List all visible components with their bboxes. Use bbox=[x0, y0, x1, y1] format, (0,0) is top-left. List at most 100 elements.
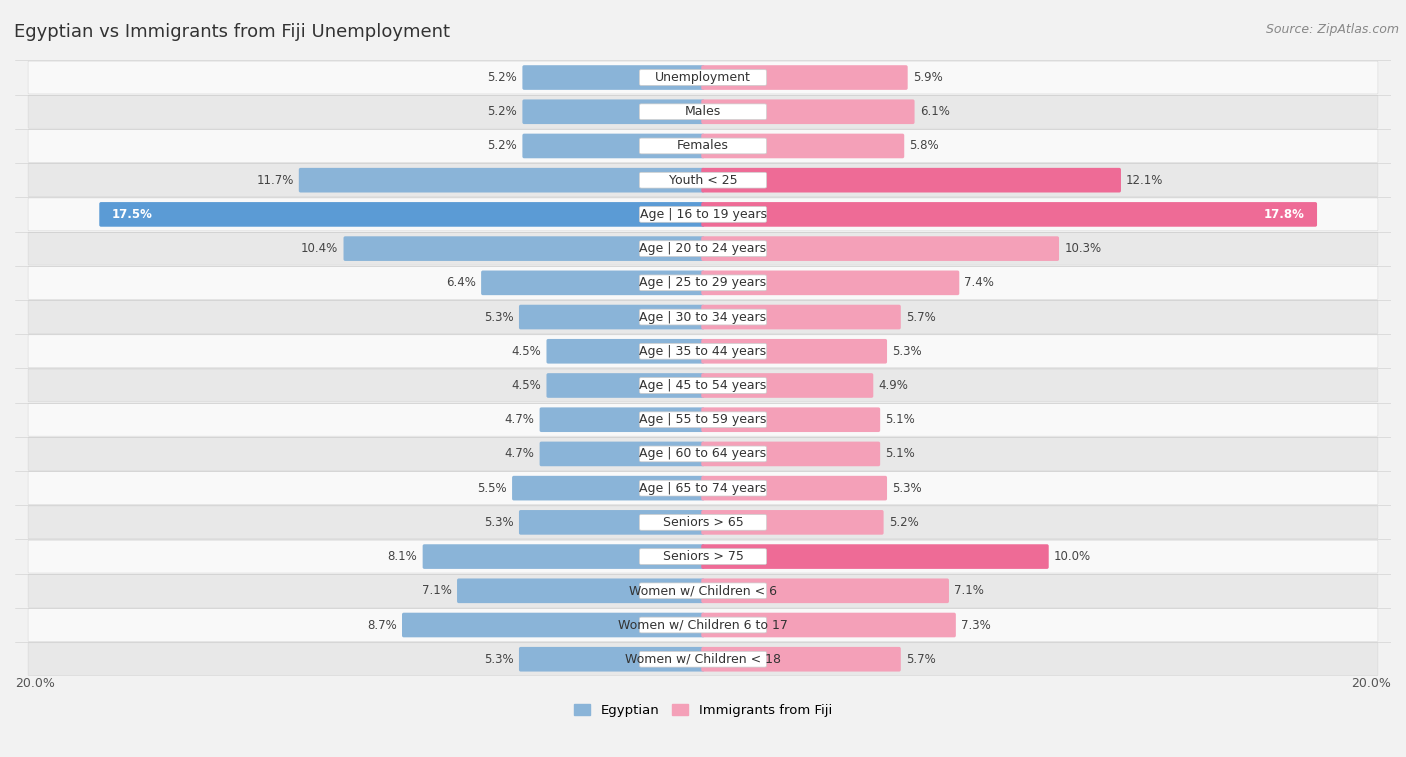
Text: Egyptian vs Immigrants from Fiji Unemployment: Egyptian vs Immigrants from Fiji Unemplo… bbox=[14, 23, 450, 41]
Text: Source: ZipAtlas.com: Source: ZipAtlas.com bbox=[1265, 23, 1399, 36]
FancyBboxPatch shape bbox=[640, 378, 766, 394]
FancyBboxPatch shape bbox=[343, 236, 704, 261]
FancyBboxPatch shape bbox=[702, 578, 949, 603]
FancyBboxPatch shape bbox=[28, 301, 1378, 334]
Text: Age | 25 to 29 years: Age | 25 to 29 years bbox=[640, 276, 766, 289]
FancyBboxPatch shape bbox=[702, 99, 914, 124]
Text: 5.2%: 5.2% bbox=[889, 516, 918, 529]
Text: 20.0%: 20.0% bbox=[15, 677, 55, 690]
Text: Males: Males bbox=[685, 105, 721, 118]
FancyBboxPatch shape bbox=[512, 476, 704, 500]
Text: Women w/ Children < 6: Women w/ Children < 6 bbox=[628, 584, 778, 597]
FancyBboxPatch shape bbox=[702, 168, 1121, 192]
FancyBboxPatch shape bbox=[28, 335, 1378, 368]
FancyBboxPatch shape bbox=[702, 544, 1049, 569]
FancyBboxPatch shape bbox=[28, 198, 1378, 231]
FancyBboxPatch shape bbox=[702, 373, 873, 398]
Text: 7.1%: 7.1% bbox=[422, 584, 451, 597]
FancyBboxPatch shape bbox=[519, 510, 704, 534]
FancyBboxPatch shape bbox=[28, 575, 1378, 607]
Text: 5.3%: 5.3% bbox=[893, 344, 922, 358]
Text: 17.8%: 17.8% bbox=[1264, 208, 1305, 221]
FancyBboxPatch shape bbox=[640, 446, 766, 462]
FancyBboxPatch shape bbox=[28, 438, 1378, 470]
FancyBboxPatch shape bbox=[702, 407, 880, 432]
Text: Age | 45 to 54 years: Age | 45 to 54 years bbox=[640, 379, 766, 392]
FancyBboxPatch shape bbox=[702, 441, 880, 466]
FancyBboxPatch shape bbox=[28, 506, 1378, 539]
FancyBboxPatch shape bbox=[299, 168, 704, 192]
Text: Youth < 25: Youth < 25 bbox=[669, 173, 737, 187]
Text: 5.9%: 5.9% bbox=[912, 71, 942, 84]
Text: 4.7%: 4.7% bbox=[505, 447, 534, 460]
FancyBboxPatch shape bbox=[100, 202, 704, 226]
FancyBboxPatch shape bbox=[640, 617, 766, 633]
FancyBboxPatch shape bbox=[523, 134, 704, 158]
FancyBboxPatch shape bbox=[702, 236, 1059, 261]
FancyBboxPatch shape bbox=[523, 99, 704, 124]
Text: 5.3%: 5.3% bbox=[893, 481, 922, 494]
FancyBboxPatch shape bbox=[640, 412, 766, 428]
FancyBboxPatch shape bbox=[28, 472, 1378, 505]
Legend: Egyptian, Immigrants from Fiji: Egyptian, Immigrants from Fiji bbox=[569, 699, 837, 722]
FancyBboxPatch shape bbox=[547, 339, 704, 363]
Text: Age | 55 to 59 years: Age | 55 to 59 years bbox=[640, 413, 766, 426]
Text: 7.4%: 7.4% bbox=[965, 276, 994, 289]
FancyBboxPatch shape bbox=[702, 510, 883, 534]
Text: Females: Females bbox=[678, 139, 728, 152]
FancyBboxPatch shape bbox=[519, 305, 704, 329]
Text: Age | 65 to 74 years: Age | 65 to 74 years bbox=[640, 481, 766, 494]
FancyBboxPatch shape bbox=[640, 309, 766, 325]
Text: 10.4%: 10.4% bbox=[301, 242, 339, 255]
Text: Unemployment: Unemployment bbox=[655, 71, 751, 84]
FancyBboxPatch shape bbox=[28, 609, 1378, 641]
FancyBboxPatch shape bbox=[702, 476, 887, 500]
Text: 5.5%: 5.5% bbox=[477, 481, 508, 494]
FancyBboxPatch shape bbox=[640, 138, 766, 154]
FancyBboxPatch shape bbox=[28, 266, 1378, 299]
FancyBboxPatch shape bbox=[702, 339, 887, 363]
Text: Age | 60 to 64 years: Age | 60 to 64 years bbox=[640, 447, 766, 460]
Text: 5.3%: 5.3% bbox=[484, 516, 513, 529]
FancyBboxPatch shape bbox=[523, 65, 704, 90]
Text: 20.0%: 20.0% bbox=[1351, 677, 1391, 690]
Text: Seniors > 65: Seniors > 65 bbox=[662, 516, 744, 529]
FancyBboxPatch shape bbox=[640, 70, 766, 86]
FancyBboxPatch shape bbox=[640, 549, 766, 565]
Text: 8.1%: 8.1% bbox=[388, 550, 418, 563]
FancyBboxPatch shape bbox=[640, 173, 766, 188]
Text: 5.7%: 5.7% bbox=[905, 310, 936, 323]
Text: 5.2%: 5.2% bbox=[488, 139, 517, 152]
FancyBboxPatch shape bbox=[481, 270, 704, 295]
Text: 10.3%: 10.3% bbox=[1064, 242, 1101, 255]
Text: 5.3%: 5.3% bbox=[484, 310, 513, 323]
FancyBboxPatch shape bbox=[702, 612, 956, 637]
Text: 7.1%: 7.1% bbox=[955, 584, 984, 597]
FancyBboxPatch shape bbox=[702, 202, 1317, 226]
FancyBboxPatch shape bbox=[640, 583, 766, 599]
FancyBboxPatch shape bbox=[28, 540, 1378, 573]
Text: Seniors > 75: Seniors > 75 bbox=[662, 550, 744, 563]
FancyBboxPatch shape bbox=[702, 647, 901, 671]
Text: 11.7%: 11.7% bbox=[256, 173, 294, 187]
Text: Age | 30 to 34 years: Age | 30 to 34 years bbox=[640, 310, 766, 323]
Text: 5.2%: 5.2% bbox=[488, 71, 517, 84]
FancyBboxPatch shape bbox=[28, 403, 1378, 436]
Text: 4.5%: 4.5% bbox=[512, 344, 541, 358]
FancyBboxPatch shape bbox=[702, 65, 908, 90]
FancyBboxPatch shape bbox=[540, 407, 704, 432]
Text: Age | 20 to 24 years: Age | 20 to 24 years bbox=[640, 242, 766, 255]
FancyBboxPatch shape bbox=[640, 104, 766, 120]
Text: 5.2%: 5.2% bbox=[488, 105, 517, 118]
Text: Women w/ Children < 18: Women w/ Children < 18 bbox=[626, 653, 780, 665]
Text: 17.5%: 17.5% bbox=[111, 208, 152, 221]
Text: 4.7%: 4.7% bbox=[505, 413, 534, 426]
FancyBboxPatch shape bbox=[702, 134, 904, 158]
FancyBboxPatch shape bbox=[28, 369, 1378, 402]
FancyBboxPatch shape bbox=[28, 643, 1378, 676]
FancyBboxPatch shape bbox=[547, 373, 704, 398]
Text: Age | 35 to 44 years: Age | 35 to 44 years bbox=[640, 344, 766, 358]
FancyBboxPatch shape bbox=[640, 480, 766, 496]
Text: Women w/ Children 6 to 17: Women w/ Children 6 to 17 bbox=[619, 618, 787, 631]
Text: 5.1%: 5.1% bbox=[886, 447, 915, 460]
